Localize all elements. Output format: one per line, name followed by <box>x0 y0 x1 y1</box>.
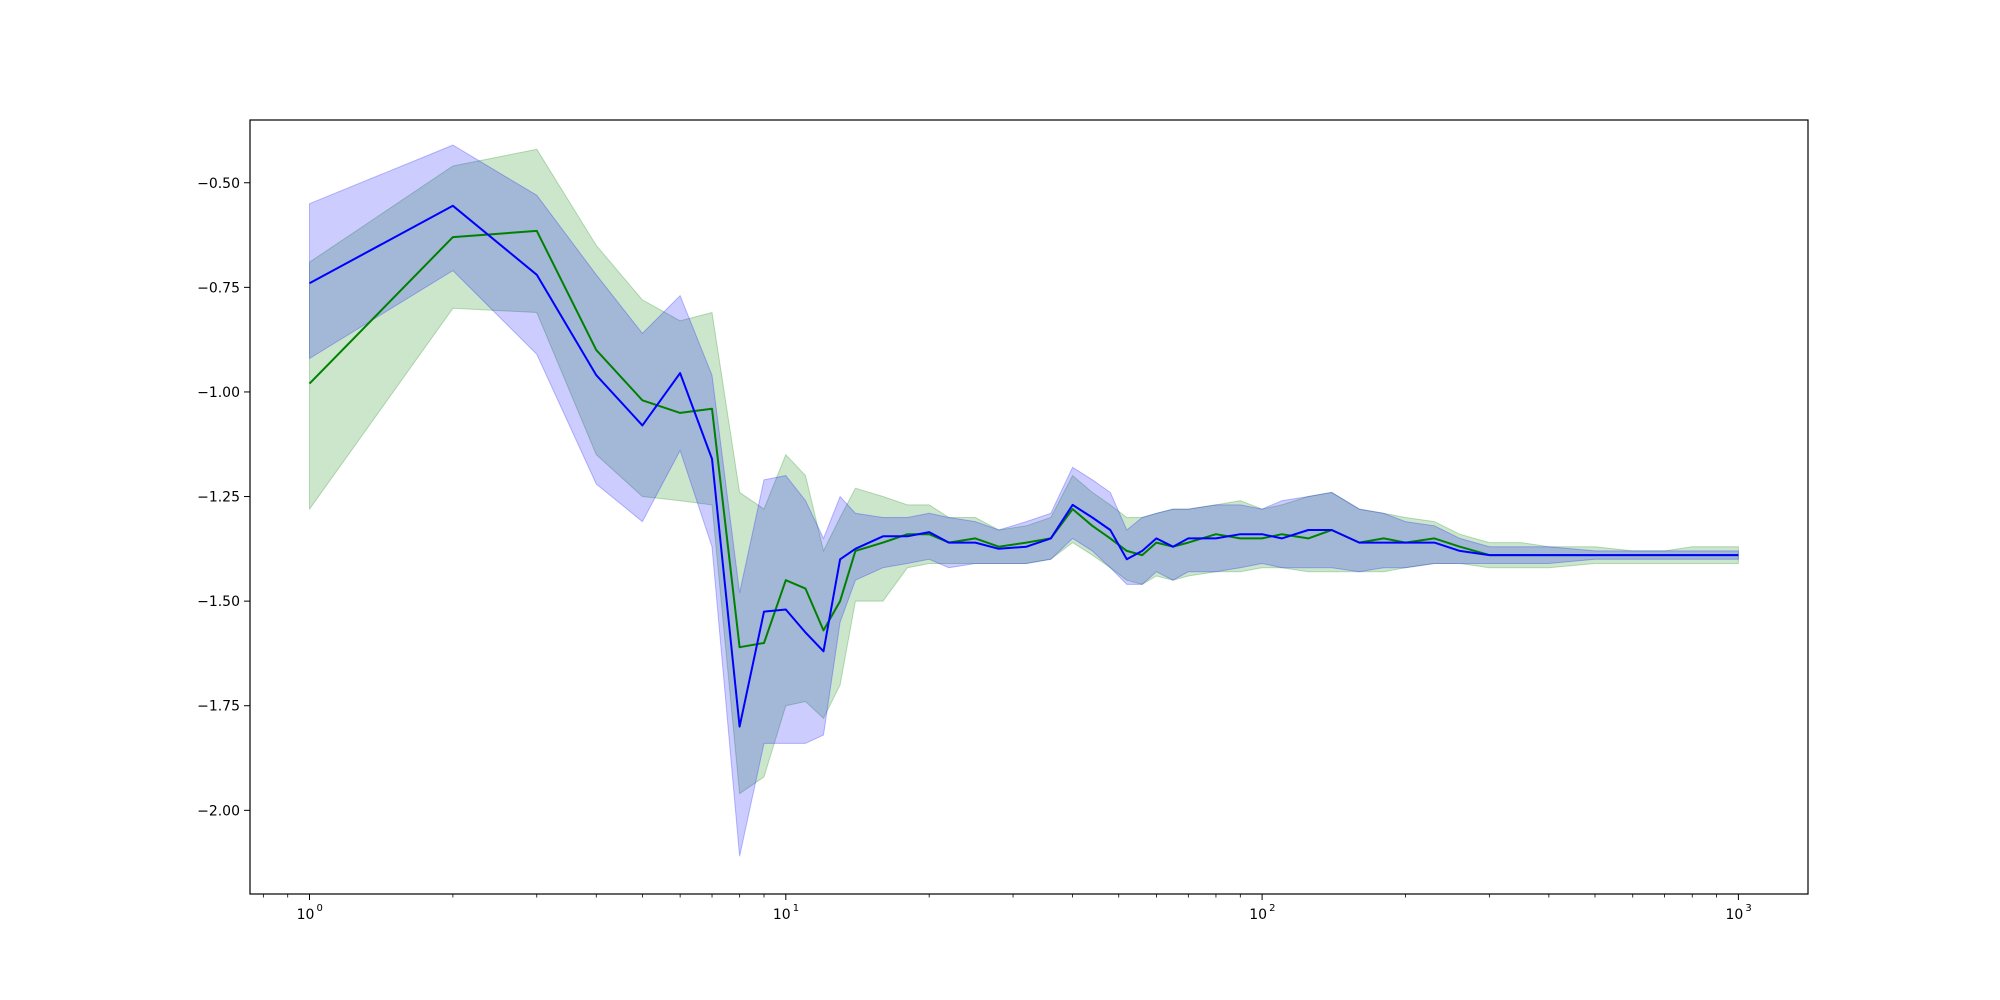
series-lines <box>308 204 1739 728</box>
y-tick-label-6: −1.75 <box>197 699 240 715</box>
series-line-2 <box>309 204 1739 728</box>
confidence-bands <box>309 144 1739 857</box>
x-tick-label-3: 10 <box>1249 907 1267 923</box>
x-tick-exponent-1: 0 <box>317 903 323 914</box>
x-tick-label-2: 10 <box>773 907 791 923</box>
y-tick-label-5: −1.50 <box>197 594 240 610</box>
x-tick-exponent-4: 3 <box>1745 903 1751 914</box>
y-tick-label-2: −0.75 <box>197 280 240 296</box>
confidence-band-1 <box>309 148 1739 795</box>
x-tick-label-4: 10 <box>1725 907 1743 923</box>
y-axis: −0.50 −0.75 −1.00 −1.25 −1.50 −1.75 −2.00 <box>197 176 250 819</box>
y-tick-label-7: −2.00 <box>197 803 240 819</box>
x-tick-exponent-3: 2 <box>1269 903 1275 914</box>
y-tick-label-4: −1.25 <box>197 490 240 506</box>
x-tick-exponent-2: 1 <box>793 903 799 914</box>
confidence-band-2 <box>309 144 1739 857</box>
x-tick-label-1: 10 <box>297 907 315 923</box>
x-axis: 10 0 10 1 10 2 10 3 <box>262 894 1752 923</box>
plot-frame <box>249 119 1809 895</box>
y-tick-label-1: −0.50 <box>197 176 240 192</box>
plot-area <box>250 120 1808 894</box>
y-tick-label-3: −1.00 <box>197 385 240 401</box>
